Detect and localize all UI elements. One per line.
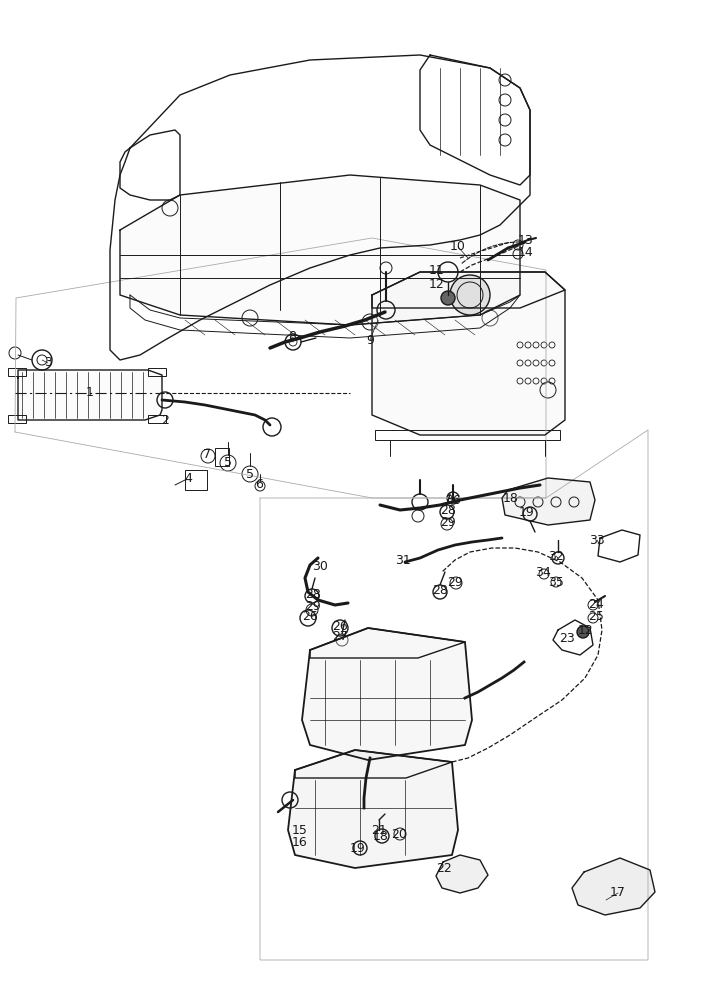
Text: 19: 19: [350, 842, 366, 854]
Text: 19: 19: [519, 506, 535, 518]
Text: 9: 9: [366, 334, 374, 347]
Text: 11: 11: [429, 264, 445, 277]
Text: 5: 5: [246, 468, 254, 481]
Text: 21: 21: [371, 824, 387, 836]
Text: 22: 22: [436, 861, 452, 874]
Polygon shape: [502, 478, 595, 525]
Text: 23: 23: [559, 632, 575, 645]
Text: 34: 34: [535, 566, 551, 578]
Circle shape: [577, 626, 589, 638]
Bar: [215, 448, 229, 466]
Bar: [185, 470, 207, 490]
Polygon shape: [18, 370, 162, 420]
Text: 24: 24: [588, 598, 604, 611]
Text: 20: 20: [391, 828, 407, 840]
Text: 4: 4: [184, 472, 192, 485]
Polygon shape: [436, 855, 488, 893]
Bar: [8, 415, 26, 423]
Text: 26: 26: [302, 609, 318, 622]
Text: 7: 7: [203, 448, 211, 462]
Polygon shape: [288, 750, 458, 868]
Text: 25: 25: [588, 610, 604, 624]
Text: 18: 18: [373, 830, 389, 842]
Text: 17: 17: [610, 886, 626, 900]
Text: 8: 8: [288, 330, 296, 344]
Text: 35: 35: [548, 576, 564, 588]
Text: 28: 28: [432, 584, 448, 596]
Circle shape: [441, 291, 455, 305]
Text: 6: 6: [255, 478, 263, 490]
Polygon shape: [572, 858, 655, 915]
Polygon shape: [372, 272, 565, 435]
Text: 31: 31: [395, 554, 411, 566]
Text: 33: 33: [589, 534, 605, 546]
Bar: [148, 415, 166, 423]
Text: 16: 16: [292, 836, 308, 848]
Text: 27: 27: [332, 631, 348, 644]
Text: 3: 3: [44, 357, 52, 369]
Text: 13: 13: [518, 234, 534, 247]
Bar: [375, 430, 560, 440]
Text: 12: 12: [429, 277, 445, 290]
Text: 26: 26: [332, 619, 348, 633]
Text: 12: 12: [578, 624, 594, 637]
Polygon shape: [302, 628, 472, 760]
Text: 36: 36: [445, 493, 461, 506]
Text: 32: 32: [548, 550, 564, 562]
Bar: [148, 368, 166, 376]
Text: 30: 30: [312, 560, 328, 572]
Text: 29: 29: [440, 516, 456, 528]
Polygon shape: [120, 175, 520, 325]
Circle shape: [450, 275, 490, 315]
Text: 28: 28: [305, 587, 321, 600]
Text: 29: 29: [305, 600, 321, 613]
Text: 5: 5: [224, 456, 232, 468]
Text: 10: 10: [450, 240, 466, 253]
Text: 28: 28: [440, 504, 456, 516]
Text: 2: 2: [161, 414, 169, 426]
Text: 15: 15: [292, 824, 308, 836]
Text: 14: 14: [518, 246, 534, 259]
Bar: [8, 368, 26, 376]
Text: 29: 29: [447, 576, 463, 588]
Text: 1: 1: [86, 385, 94, 398]
Text: 18: 18: [503, 491, 519, 504]
